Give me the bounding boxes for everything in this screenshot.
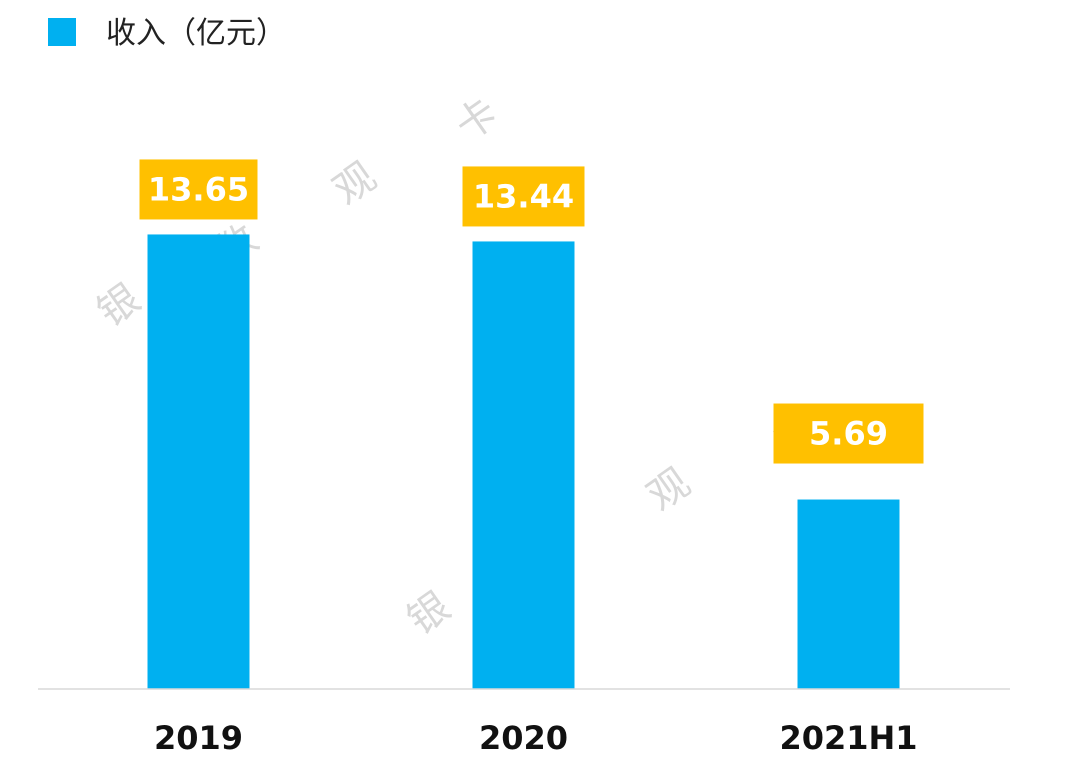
value-label-box-2019 — [139, 159, 258, 220]
legend-label: 收入（亿元） — [106, 16, 286, 51]
watermark-char-yin-1: 银 — [89, 276, 148, 337]
bar-2021h1 — [797, 499, 900, 689]
bars-group — [147, 234, 900, 689]
legend: 收入（亿元） — [48, 16, 286, 51]
value-labels-group: 13.65 13.44 5.69 — [139, 159, 924, 464]
x-tick-labels-group: 2019 2020 2021H1 — [154, 719, 918, 757]
value-label-2019: 13.65 — [148, 170, 249, 208]
bar-2019 — [147, 234, 250, 689]
watermark-char-ka-1: 卡 — [447, 90, 506, 151]
bar-2020 — [472, 241, 575, 689]
value-label-2021h1: 5.69 — [809, 415, 888, 453]
value-label-2020: 13.44 — [473, 177, 574, 215]
x-tick-label-2021h1: 2021H1 — [779, 719, 917, 757]
legend-swatch — [48, 18, 76, 46]
watermark-char-guan-2: 观 — [639, 460, 698, 521]
value-label-box-2020 — [462, 166, 585, 227]
watermark-char-yin-2: 银 — [399, 584, 458, 645]
x-tick-label-2020: 2020 — [479, 719, 568, 757]
value-label-box-2021h1 — [773, 403, 924, 464]
x-tick-label-2019: 2019 — [154, 719, 243, 757]
watermark-char-guan-1: 观 — [325, 154, 384, 215]
